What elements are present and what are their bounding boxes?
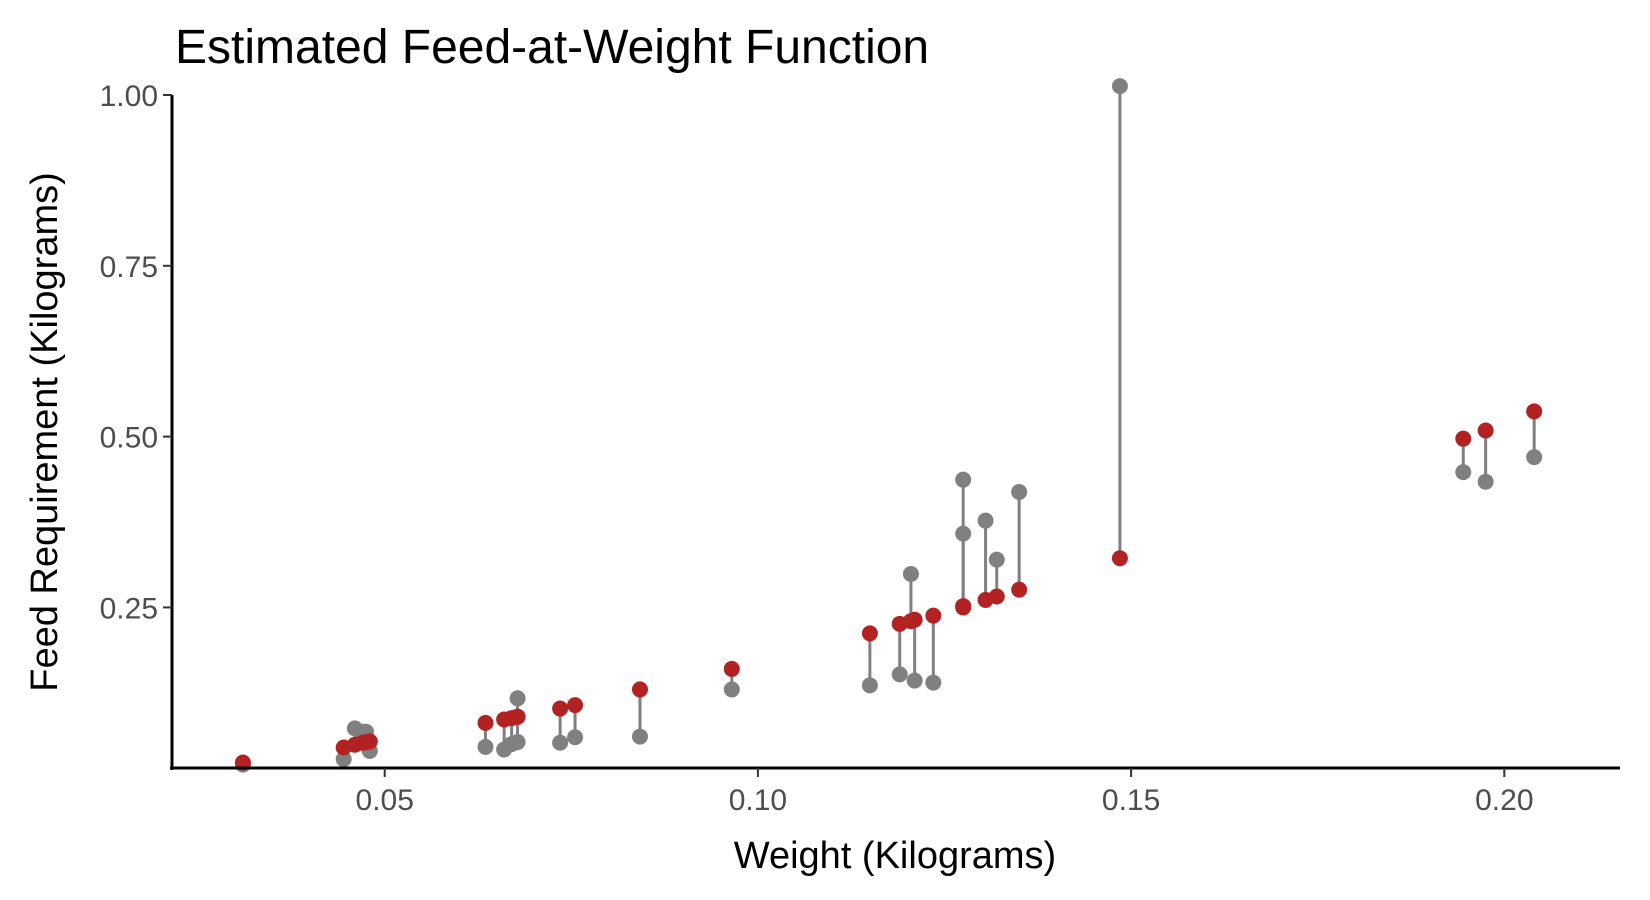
estimated-point xyxy=(631,681,648,698)
observed-point xyxy=(955,525,972,542)
residual-segments xyxy=(241,86,1536,765)
estimated-point xyxy=(1011,581,1028,598)
estimated-point xyxy=(509,708,526,725)
observed-point xyxy=(631,728,648,745)
observed-point xyxy=(1526,449,1543,466)
estimated-point xyxy=(567,697,584,714)
observed-point xyxy=(1111,78,1128,95)
observed-point xyxy=(977,512,994,529)
x-tick-label: 0.20 xyxy=(1475,784,1533,817)
x-tick-label: 0.05 xyxy=(356,784,414,817)
estimated-point xyxy=(361,733,378,750)
observed-point xyxy=(925,674,942,691)
y-tick-label: 1.00 xyxy=(100,80,158,113)
y-tick-label: 0.75 xyxy=(100,251,158,284)
observed-point xyxy=(509,690,526,707)
y-axis-ticks: 0.25 0.50 0.75 1.00 xyxy=(100,80,172,625)
x-tick-label: 0.10 xyxy=(729,784,787,817)
observed-point xyxy=(891,666,908,683)
observed-point xyxy=(861,677,878,694)
observed-point xyxy=(955,471,972,488)
y-axis-title: Feed Requirement (Kilograms) xyxy=(24,172,66,692)
observed-point xyxy=(1455,464,1472,481)
observed-point xyxy=(335,751,352,768)
observed-point xyxy=(1477,473,1494,490)
estimated-point xyxy=(477,714,494,731)
estimated-point xyxy=(906,611,923,628)
observed-point xyxy=(906,672,923,689)
observed-point xyxy=(567,729,584,746)
estimated-point xyxy=(723,660,740,677)
estimated-point xyxy=(1455,430,1472,447)
observed-point xyxy=(902,565,919,582)
chart-title: Estimated Feed-at-Weight Function xyxy=(175,21,929,74)
observed-point xyxy=(552,734,569,751)
observed-point xyxy=(988,551,1005,568)
y-tick-label: 0.50 xyxy=(100,422,158,455)
observed-point xyxy=(1011,483,1028,500)
estimated-point xyxy=(861,625,878,642)
x-tick-label: 0.15 xyxy=(1102,784,1160,817)
x-axis-ticks: 0.05 0.10 0.15 0.20 xyxy=(356,768,1534,817)
observed-point xyxy=(723,681,740,698)
y-tick-label: 0.25 xyxy=(100,592,158,625)
x-axis-title: Weight (Kilograms) xyxy=(734,835,1056,877)
observed-point xyxy=(477,738,494,755)
estimated-point xyxy=(1111,550,1128,567)
observed-point xyxy=(509,734,526,751)
observed-points xyxy=(234,78,1543,773)
estimated-point xyxy=(955,598,972,615)
estimated-points xyxy=(234,403,1543,771)
estimated-point xyxy=(988,588,1005,605)
estimated-point xyxy=(1526,403,1543,420)
estimated-point xyxy=(1477,422,1494,439)
estimated-point xyxy=(925,607,942,624)
estimated-point xyxy=(552,700,569,717)
